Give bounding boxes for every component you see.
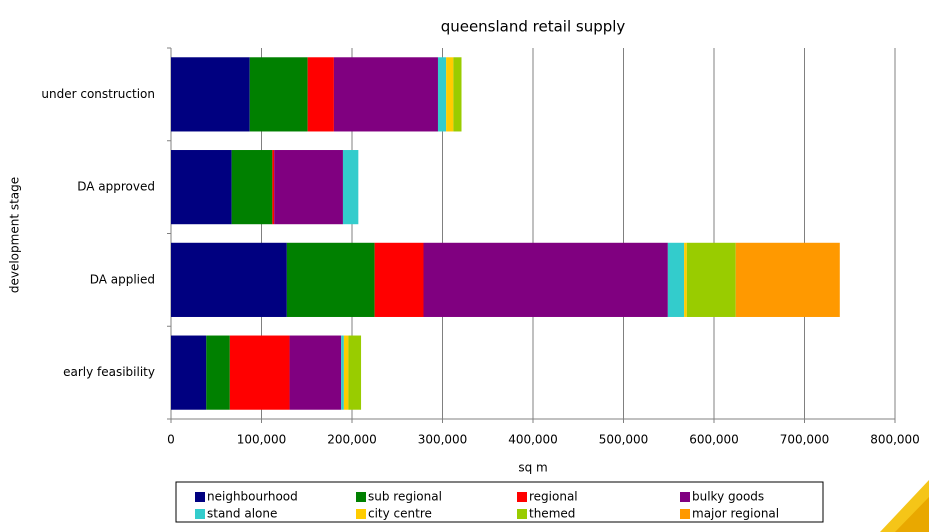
bar-segment [686, 242, 736, 317]
y-tick-label: early feasibility [63, 365, 155, 379]
bar-segment [735, 242, 840, 317]
bar-segment [286, 242, 375, 317]
bar-segment [274, 150, 343, 225]
legend-label: regional [529, 490, 578, 504]
x-tick-label: 800,000 [870, 433, 920, 447]
bar-segment [229, 335, 290, 410]
bar-segment [289, 335, 342, 410]
logo-shade [895, 497, 929, 532]
bar-segment [171, 242, 287, 317]
y-tick-label: DA applied [90, 272, 155, 286]
x-tick-label: 100,000 [237, 433, 287, 447]
legend-swatch [195, 492, 205, 502]
legend-swatch [356, 509, 366, 519]
legend-swatch [517, 509, 527, 519]
chart-title: queensland retail supply [441, 18, 626, 36]
bar-segment [342, 150, 359, 225]
y-tick-label: under construction [41, 87, 155, 101]
bar-segment [171, 57, 250, 132]
x-tick-label: 400,000 [508, 433, 558, 447]
x-tick-label: 600,000 [689, 433, 739, 447]
bar-segment [249, 57, 308, 132]
x-tick-label: 0 [167, 433, 175, 447]
bar-segment [437, 57, 447, 132]
bar-segment [446, 57, 454, 132]
bar-segment [307, 57, 334, 132]
bar-segment [231, 150, 273, 225]
bar-segment [348, 335, 362, 410]
y-tick-label: DA approved [77, 180, 155, 194]
bar-segment [171, 335, 207, 410]
legend-label: themed [529, 507, 575, 521]
bar-segment [343, 335, 349, 410]
legend-label: major regional [692, 507, 779, 521]
legend-swatch [356, 492, 366, 502]
bar-segment [374, 242, 424, 317]
x-axis-label: sq m [518, 461, 547, 475]
legend-box [175, 481, 824, 523]
bar-segment [333, 57, 438, 132]
x-tick-label: 300,000 [418, 433, 468, 447]
bar-segment [453, 57, 462, 132]
bar-segment [171, 150, 232, 225]
legend-swatch [195, 509, 205, 519]
x-tick-label: 200,000 [327, 433, 377, 447]
legend-label: bulky goods [692, 490, 764, 504]
x-tick-label: 500,000 [599, 433, 649, 447]
bar-segment [341, 335, 344, 410]
x-tick-label: 700,000 [780, 433, 830, 447]
legend-label: city centre [368, 507, 432, 521]
legend-swatch [680, 509, 690, 519]
bar-segment [667, 242, 685, 317]
bar-segment [272, 150, 275, 225]
legend-swatch [680, 492, 690, 502]
legend-label: sub regional [368, 490, 442, 504]
legend-label: neighbourhood [207, 490, 298, 504]
y-axis-label: development stage [8, 177, 22, 293]
bar-segment [684, 242, 687, 317]
legend-swatch [517, 492, 527, 502]
legend-label: stand alone [207, 507, 277, 521]
bar-segment [423, 242, 668, 317]
bar-segment [206, 335, 230, 410]
